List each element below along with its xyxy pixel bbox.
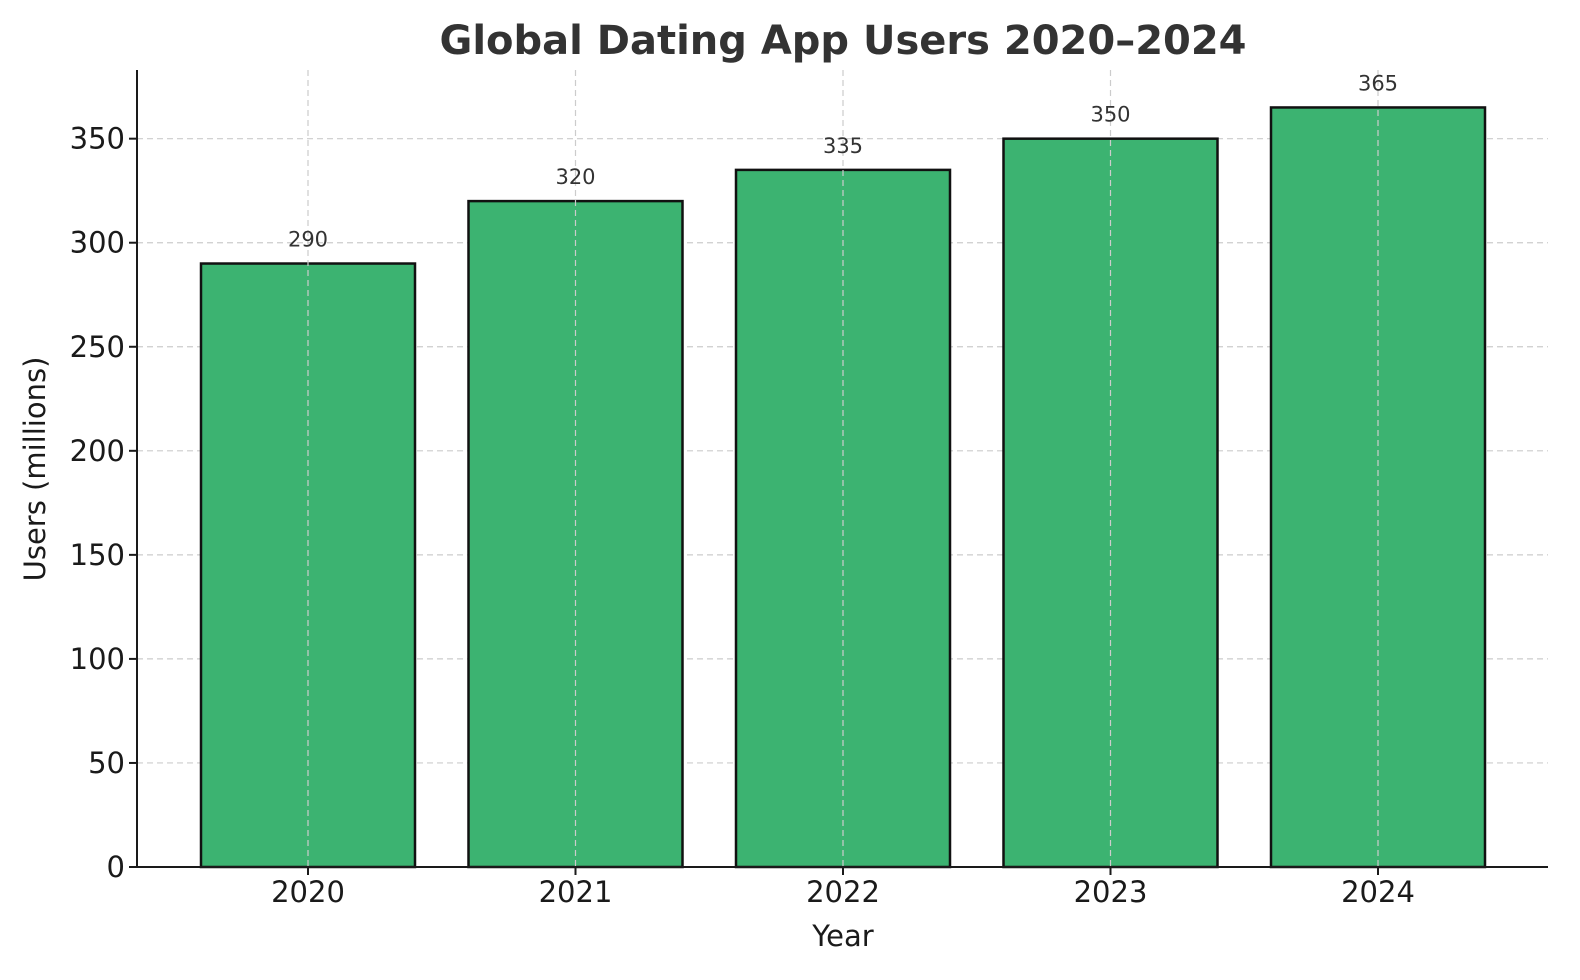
- y-tick-label: 150: [70, 538, 125, 572]
- data-label: 290: [288, 228, 328, 252]
- x-tick-label: 2022: [806, 875, 880, 909]
- x-tick-label: 2021: [539, 875, 613, 909]
- y-tick-label: 0: [107, 850, 125, 884]
- x-tick-label: 2020: [271, 875, 345, 909]
- x-tick-label: 2023: [1074, 875, 1148, 909]
- vertical-grid: [307, 70, 1379, 867]
- data-labels: 290 320 335 350 365: [288, 71, 1398, 251]
- chart-title: Global Dating App Users 2020–2024: [439, 18, 1246, 64]
- x-tick-label: 2024: [1341, 875, 1415, 909]
- y-tick-label: 250: [70, 330, 125, 364]
- y-axis-label: Users (millions): [18, 357, 52, 582]
- y-tick-label: 100: [70, 642, 125, 676]
- data-label: 320: [555, 165, 595, 189]
- y-tick-label: 50: [88, 746, 125, 780]
- y-tick-label: 300: [70, 226, 125, 260]
- y-tick-label: 350: [70, 122, 125, 156]
- x-axis-label: Year: [811, 919, 873, 953]
- data-label: 335: [823, 134, 863, 158]
- data-label: 350: [1090, 103, 1130, 127]
- y-tick-label: 200: [70, 434, 125, 468]
- y-ticks: 0 50 100 150 200 250 300 350: [70, 122, 137, 884]
- x-ticks: 2020 2021 2022 2023 2024: [271, 867, 1415, 909]
- data-label: 365: [1358, 71, 1398, 95]
